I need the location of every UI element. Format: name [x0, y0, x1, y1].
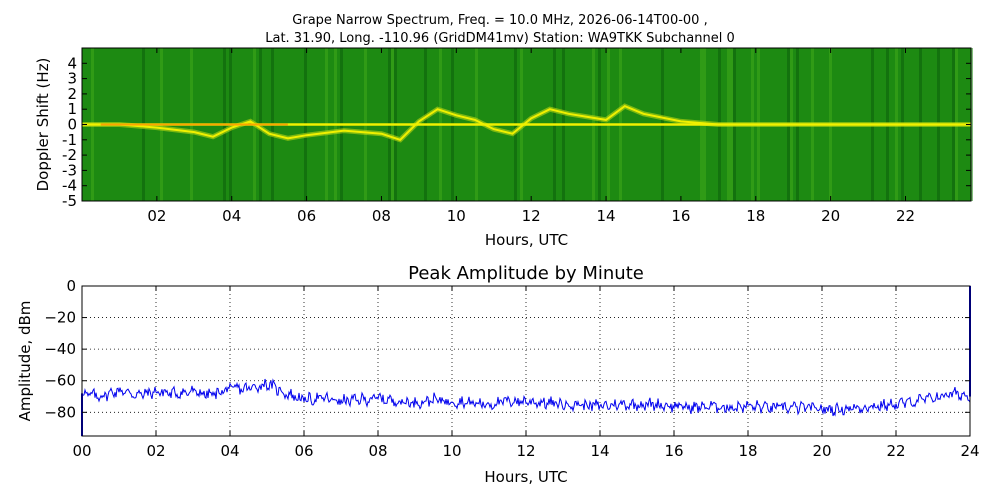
spectrogram-x-label: Hours, UTC — [485, 231, 568, 249]
amplitude-title: Peak Amplitude by Minute — [408, 263, 644, 284]
x-tick-label: 06 — [297, 207, 316, 225]
x-tick-label: 20 — [812, 442, 831, 460]
x-tick-label: 18 — [746, 207, 765, 225]
x-tick-label: 06 — [294, 442, 313, 460]
x-tick-label: 08 — [372, 207, 391, 225]
x-tick-label: 22 — [896, 207, 915, 225]
x-tick-label: 02 — [147, 207, 166, 225]
y-tick-label: -5 — [62, 192, 77, 210]
x-tick-label: 04 — [222, 207, 241, 225]
y-tick-label: 3 — [67, 70, 77, 88]
y-tick-label: −80 — [44, 403, 76, 421]
figure-title-line-2: Lat. 31.90, Long. -110.96 (GridDM41mv) S… — [265, 31, 735, 46]
x-tick-label: 16 — [664, 442, 683, 460]
x-tick-label: 22 — [886, 442, 905, 460]
x-tick-label: 12 — [516, 442, 535, 460]
x-tick-label: 14 — [596, 207, 615, 225]
spectrogram-y-label: Doppler Shift (Hz) — [34, 58, 52, 192]
y-tick-label: 1 — [67, 100, 77, 118]
x-tick-label: 04 — [220, 442, 239, 460]
y-tick-label: -3 — [62, 161, 77, 179]
y-tick-label: -2 — [62, 146, 77, 164]
x-tick-label: 14 — [590, 442, 609, 460]
amplitude-panel: 00 02 04 06 08 10 12 14 16 18 20 22 24 0 −20 −40 −60 −80 P… — [16, 263, 980, 486]
x-tick-label: 10 — [447, 207, 466, 225]
y-tick-label: -1 — [62, 131, 77, 149]
y-tick-label: -4 — [62, 177, 77, 195]
y-tick-label: −60 — [44, 372, 76, 390]
x-tick-label: 18 — [738, 442, 757, 460]
x-tick-label: 24 — [960, 442, 979, 460]
x-tick-label: 08 — [368, 442, 387, 460]
spectrogram-panel: 02 04 06 08 10 12 14 16 18 20 2243210-1-2-3-4-5Hou… — [34, 47, 973, 249]
x-tick-label: 00 — [72, 442, 91, 460]
y-tick-label: −20 — [44, 309, 76, 327]
amplitude-x-label: Hours, UTC — [484, 468, 567, 486]
y-tick-label: 2 — [67, 85, 77, 103]
y-tick-label: 0 — [67, 116, 77, 134]
amplitude-line — [81, 378, 971, 417]
x-tick-label: 10 — [442, 442, 461, 460]
x-tick-label: 16 — [671, 207, 690, 225]
x-tick-label: 02 — [146, 442, 165, 460]
amplitude-plot-area — [82, 286, 970, 436]
y-tick-label: 0 — [66, 277, 76, 295]
y-tick-label: −40 — [44, 340, 76, 358]
x-tick-label: 12 — [522, 207, 541, 225]
figure-title-line-1: Grape Narrow Spectrum, Freq. = 10.0 MHz,… — [292, 13, 708, 28]
x-tick-label: 20 — [821, 207, 840, 225]
amplitude-y-label: Amplitude, dBm — [16, 301, 34, 422]
y-tick-label: 4 — [67, 54, 77, 72]
